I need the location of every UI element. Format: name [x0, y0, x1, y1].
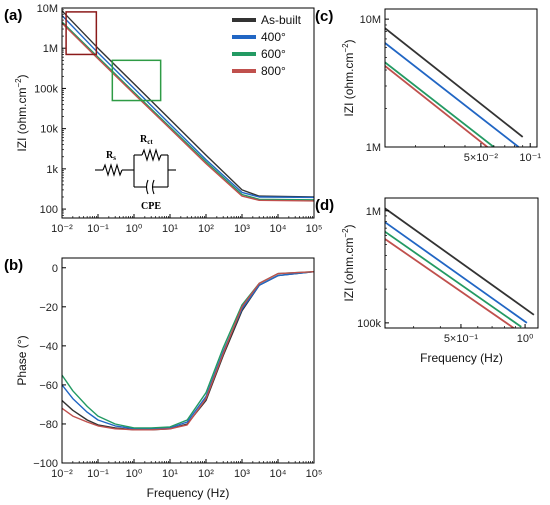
y-tick-label: 10k	[40, 124, 58, 136]
legend-label: 800°	[261, 64, 286, 78]
panel-c: 5×10⁻² 10⁻¹ 1M 10M (c) IZI (ohm.cm−2)	[315, 8, 541, 164]
y-tick-label: 100k	[34, 83, 58, 95]
legend-label: 400°	[261, 30, 286, 44]
y-tick-label: 10M	[37, 3, 58, 15]
series-line-400	[385, 42, 520, 147]
y-tick-label: 100k	[357, 318, 381, 330]
rct-resistor	[141, 148, 162, 162]
y-axis-label: IZI (ohm.cm−2)	[341, 224, 356, 301]
y-tick-label: −60	[39, 380, 58, 392]
y-tick-label: −40	[39, 341, 58, 353]
plot-frame	[384, 8, 538, 148]
y-tick-label: 1M	[366, 206, 381, 218]
zoom-box	[111, 59, 162, 102]
x-tick-label: 10⁵	[306, 468, 323, 480]
x-tick-label: 10⁻²	[51, 223, 73, 235]
series-line-800	[62, 22, 314, 202]
x-tick-label: 10³	[234, 468, 250, 480]
rs-resistor	[102, 163, 123, 177]
panel-label: (a)	[4, 7, 22, 24]
series-line-400	[62, 15, 314, 199]
plot-frame	[61, 7, 315, 219]
series-line-Asbuilt	[385, 207, 535, 316]
series-group	[385, 207, 535, 328]
panel-label: (c)	[315, 8, 333, 25]
panel-label: (d)	[315, 197, 334, 214]
x-tick-label: 10⁻¹	[87, 468, 109, 480]
y-tick-label: 1k	[46, 164, 58, 176]
panel-a: 10⁻² 10⁻¹ 10⁰ 10¹ 10² 10³ 10⁴ 10⁵ 100 1k 10k 100k 1M…	[4, 3, 322, 235]
plot-frame	[384, 197, 539, 329]
series-group	[62, 10, 314, 202]
series-line-400	[385, 221, 528, 324]
series-group	[62, 271, 314, 431]
x-tick-label: 10¹	[162, 468, 178, 480]
series-line-600	[385, 230, 522, 328]
series-line-Asbuilt	[62, 271, 314, 431]
series-line-800	[385, 65, 489, 147]
panel-b: 10⁻² 10⁻¹ 10⁰ 10¹ 10² 10³ 10⁴ 10⁵ 0 −20 −40 −60 −80 −…	[4, 257, 322, 500]
x-tick-label: 10¹	[162, 223, 178, 235]
legend-label: 600°	[261, 47, 286, 61]
x-tick-label: 10⁵	[306, 223, 323, 235]
zoom-box	[65, 11, 98, 56]
cpe-label: CPE	[141, 201, 161, 212]
y-tick-label: 1M	[366, 142, 381, 154]
x-axis-label: Frequency (Hz)	[420, 351, 503, 365]
x-tick-label: 10⁻¹	[87, 223, 109, 235]
series-group	[385, 27, 524, 147]
x-tick-label: 10⁰	[126, 223, 143, 235]
y-axis-label: IZI (ohm.cm−2)	[341, 39, 356, 116]
rct-label: Rct	[140, 134, 153, 146]
series-line-Asbuilt	[385, 27, 524, 138]
x-tick-label: 10⁴	[270, 468, 287, 480]
x-tick-label: 10⁻²	[51, 468, 73, 480]
rs-label: Rs	[106, 150, 116, 162]
y-tick-label: 0	[52, 263, 58, 275]
y-tick-label: 1M	[43, 43, 58, 55]
x-tick-label: 10⁰	[517, 333, 534, 345]
series-line-600	[62, 271, 314, 429]
y-tick-label: −20	[39, 302, 58, 314]
plot-frame	[61, 257, 315, 464]
x-tick-label: 10⁴	[270, 223, 287, 235]
panel-d: 5×10⁻¹ 10⁰ 100k 1M (d) IZI (ohm.cm−2) Frequenc…	[315, 197, 539, 365]
series-line-800	[385, 238, 516, 328]
x-tick-label: 5×10⁻¹	[444, 333, 479, 345]
legend-label: As-built	[261, 13, 302, 27]
series-line-400	[62, 271, 314, 430]
y-tick-label: −80	[39, 419, 58, 431]
y-tick-label: 10M	[360, 14, 381, 26]
series-line-Asbuilt	[62, 10, 314, 198]
y-axis-label: Phase (°)	[15, 335, 29, 385]
equivalent-circuit-diagram	[95, 148, 176, 195]
x-tick-label: 10²	[198, 468, 214, 480]
x-tick-label: 10⁰	[126, 468, 143, 480]
series-line-600	[62, 21, 314, 201]
legend: As-built 400° 600° 800°	[232, 13, 302, 78]
x-tick-label: 10⁻¹	[519, 152, 541, 164]
x-tick-label: 5×10⁻²	[464, 152, 499, 164]
x-tick-label: 10²	[198, 223, 214, 235]
cpe-plate	[145, 179, 149, 195]
x-axis-label: Frequency (Hz)	[147, 486, 230, 500]
y-tick-label: −100	[33, 458, 58, 470]
series-line-800	[62, 271, 314, 431]
panel-label: (b)	[4, 257, 23, 274]
series-line-600	[385, 61, 496, 147]
y-tick-label: 100	[40, 204, 58, 216]
x-tick-label: 10³	[234, 223, 250, 235]
y-axis-label: IZI (ohm.cm−2)	[14, 74, 29, 151]
